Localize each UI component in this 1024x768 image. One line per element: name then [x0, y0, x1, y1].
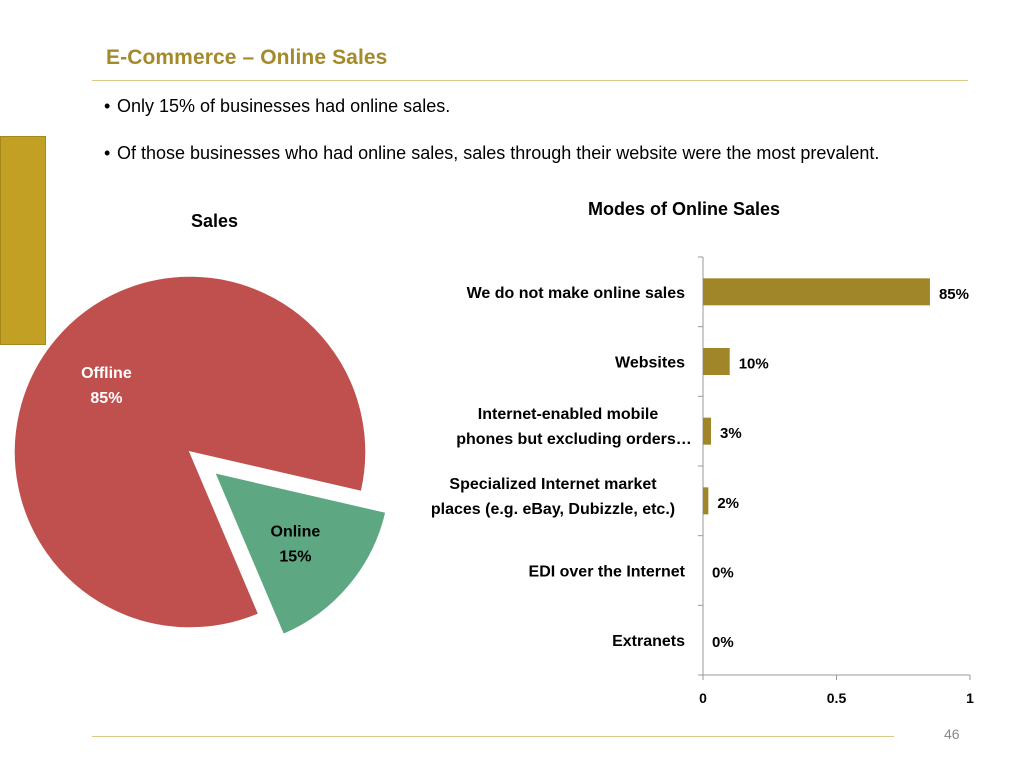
pie-slice-offline: [13, 275, 367, 629]
category-label: Extranets: [612, 633, 685, 650]
bullet-item-2: • Of those businesses who had online sal…: [104, 140, 913, 166]
bullet-dot: •: [104, 143, 111, 163]
category-label: phones but excluding orders…: [456, 431, 692, 448]
category-label: EDI over the Internet: [529, 564, 686, 581]
category-label: Websites: [615, 355, 685, 372]
footer-divider: [92, 736, 894, 737]
pie-slice-online: [213, 471, 387, 636]
bar-data-label: 85%: [939, 286, 969, 303]
pie-label-offline: Offline: [81, 365, 132, 382]
x-tick-label: 0.5: [827, 690, 847, 706]
page-number: 46: [944, 726, 960, 742]
category-label: We do not make online sales: [467, 285, 686, 302]
bar-2: [703, 417, 712, 445]
bar-data-label: 0%: [712, 634, 734, 651]
bullet-item-1: • Only 15% of businesses had online sale…: [104, 93, 917, 119]
x-tick-label: 0: [699, 690, 707, 706]
bullet-text: Only 15% of businesses had online sales.: [117, 96, 451, 116]
category-label: places (e.g. eBay, Dubizzle, etc.): [431, 501, 675, 518]
accent-bar: [0, 136, 46, 345]
pie-value-offline: 85%: [90, 390, 122, 407]
pie-label-online: Online: [271, 523, 321, 540]
x-tick-label: 1: [966, 690, 974, 706]
bar-data-label: 0%: [712, 565, 734, 582]
bar-1: [703, 348, 730, 375]
pie-chart-title: Sales: [191, 211, 239, 231]
bar-3: [703, 487, 709, 515]
bar-data-label: 2%: [717, 495, 739, 512]
bar-data-label: 3%: [720, 425, 742, 442]
bullet-text: Of those businesses who had online sales…: [117, 143, 880, 163]
bar-0: [703, 278, 930, 306]
bar-data-label: 10%: [739, 356, 769, 373]
title-divider: [92, 80, 968, 81]
category-label: Internet-enabled mobile: [478, 406, 659, 423]
slide-title: E-Commerce – Online Sales: [106, 46, 388, 69]
category-label: Specialized Internet market: [449, 476, 657, 493]
bullet-dot: •: [104, 96, 111, 116]
pie-value-online: 15%: [279, 548, 311, 565]
bar-chart-title: Modes of Online Sales: [588, 199, 781, 219]
